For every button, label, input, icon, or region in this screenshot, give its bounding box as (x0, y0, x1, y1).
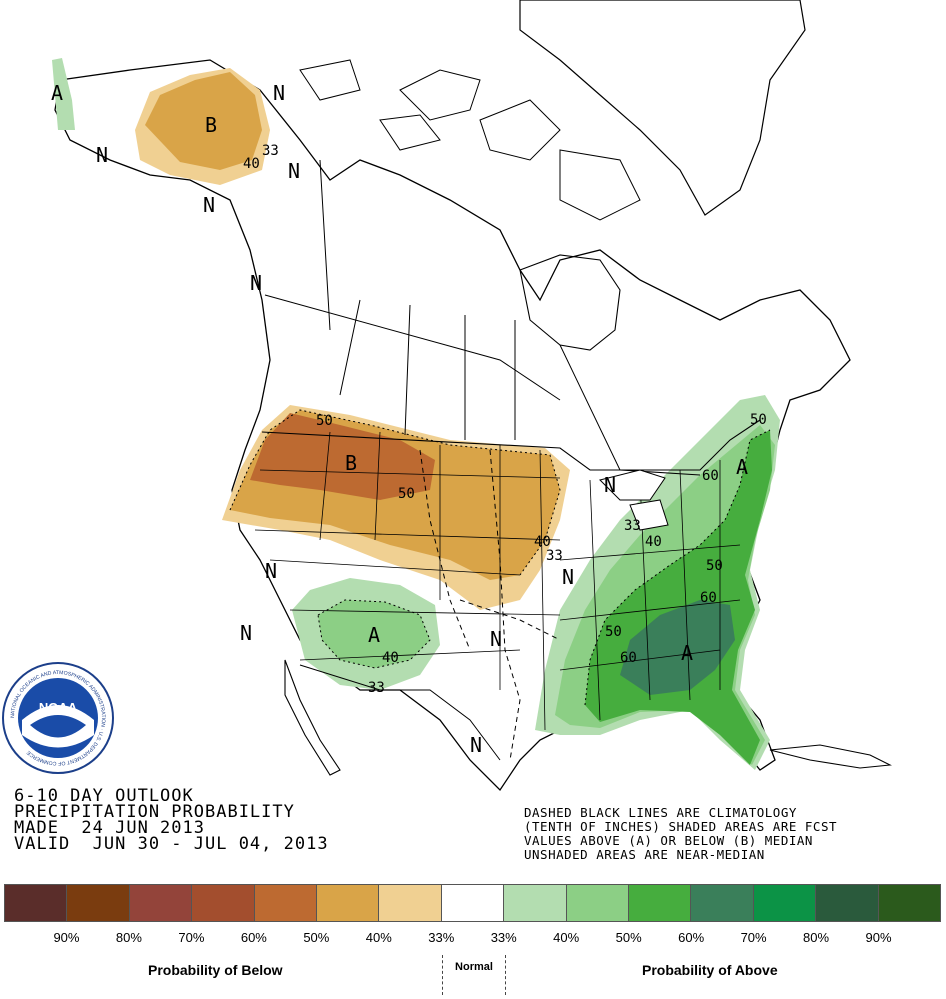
label-a-alaska-west: A (51, 81, 63, 105)
legend-swatch-11 (629, 885, 692, 921)
noaa-logo: NOAA NATIONAL OCEANIC AND ATMOSPHERIC AD… (2, 662, 114, 774)
label-a-northeast: A (736, 455, 748, 479)
legend-percent-row: 90% 80% 70% 60% 50% 40% 33% 33% 40% 50% 60% 70% 80% 9… (4, 930, 941, 946)
legend-swatch-8 (441, 885, 505, 921)
contour-dotted (229, 409, 771, 706)
legend-swatch-4 (192, 885, 255, 921)
label-a-southwest: A (368, 623, 380, 647)
legend-swatch-5 (254, 885, 318, 921)
contour-label-50-se: 50 (605, 624, 622, 640)
label-n-8: N (490, 627, 502, 651)
contour-label-33-alaska: 33 (262, 143, 279, 159)
title-line-1: 6-10 DAY OUTLOOK (14, 786, 194, 806)
legend-percent-label: 40% (365, 930, 392, 945)
precipitation-outlook-map: B B A A A A N N N N N N N N N N N 33 40 … (2, 0, 892, 792)
baja-peninsula (284, 659, 341, 776)
contour-label-33-plains: 33 (546, 548, 563, 564)
legend-percent-label: 60% (678, 930, 705, 945)
province-borders (264, 159, 701, 476)
contour-label-33-sw: 33 (368, 680, 385, 696)
contour-label-60-ne: 60 (702, 468, 719, 484)
map-notes: DASHED BLACK LINES ARE CLIMATOLOGY (TENTH… (524, 806, 837, 862)
legend-percent-label: 90% (865, 930, 892, 945)
legend-swatch-13 (753, 885, 817, 921)
noaa-logo-text: NOAA (39, 700, 78, 715)
label-a-southeast: A (681, 641, 693, 665)
title-line-4: VALID JUN 30 - JUL 04, 2013 (14, 834, 329, 854)
greenland-outline (519, 0, 806, 216)
legend-percent-label: 33% (490, 930, 517, 945)
label-n-1: N (273, 81, 285, 105)
label-n-9: N (562, 565, 574, 589)
climatology-lines (419, 449, 561, 761)
mexico-border (299, 664, 501, 761)
legend-percent-label: 33% (428, 930, 455, 945)
legend-swatch-10 (566, 885, 630, 921)
legend-percent-label: 70% (740, 930, 767, 945)
cuba (769, 744, 892, 769)
legend-percent-label: 40% (553, 930, 580, 945)
legend-percent-label: 80% (803, 930, 830, 945)
legend-swatch-15 (878, 885, 941, 921)
label-n-3: N (288, 159, 300, 183)
label-n-6: N (265, 559, 277, 583)
below-caption: Probability of Below (148, 962, 283, 978)
outlook-title: 6-10 DAY OUTLOOK PRECIPITATION PROBABILIT… (14, 786, 329, 854)
contour-label-40-sw: 40 (382, 650, 399, 666)
label-n-11: N (470, 733, 482, 757)
note-line-2: (TENTH OF INCHES) SHADED AREAS ARE FCST (524, 819, 837, 834)
contour-label-60-east: 60 (700, 590, 717, 606)
below-50-area (250, 413, 435, 500)
label-n-10: N (604, 473, 616, 497)
legend-swatch-9 (504, 885, 567, 921)
legend-swatch-12 (691, 885, 754, 921)
arctic-islands (299, 59, 641, 221)
sw-above-40 (318, 600, 430, 668)
legend-percent-label: 80% (115, 930, 142, 945)
legend-percent-label: 50% (615, 930, 642, 945)
note-line-4: UNSHADED AREAS ARE NEAR-MEDIAN (524, 847, 765, 862)
normal-caption: Normal (442, 955, 506, 995)
label-n-4: N (203, 193, 215, 217)
legend-swatch-6 (317, 885, 380, 921)
contour-label-40-east: 40 (645, 534, 662, 550)
title-line-2: PRECIPITATION PROBABILITY (14, 802, 295, 822)
great-lakes (599, 469, 669, 531)
legend-swatch-14 (816, 885, 879, 921)
legend-percent-label: 50% (303, 930, 330, 945)
color-legend (4, 884, 941, 922)
alaska-below-40 (145, 72, 262, 170)
label-b-northwest: B (345, 451, 357, 475)
alaska-above-33 (52, 58, 75, 130)
above-caption: Probability of Above (642, 962, 778, 978)
label-b-alaska: B (205, 113, 217, 137)
legend-percent-label: 90% (53, 930, 80, 945)
contour-label-50-east: 50 (706, 558, 723, 574)
legend-swatch-7 (379, 885, 442, 921)
note-line-1: DASHED BLACK LINES ARE CLIMATOLOGY (524, 805, 797, 820)
contour-label-33-east: 33 (624, 518, 641, 534)
legend-percent-label: 60% (240, 930, 267, 945)
legend-swatch-3 (129, 885, 193, 921)
contour-label-50-plains: 50 (398, 486, 415, 502)
contour-label-60-se: 60 (620, 650, 637, 666)
note-line-3: VALUES ABOVE (A) OR BELOW (B) MEDIAN (524, 833, 813, 848)
legend-swatch-1 (5, 885, 68, 921)
contour-label-40-alaska: 40 (243, 156, 260, 172)
label-n-2: N (96, 143, 108, 167)
continent-outline (54, 59, 851, 792)
contour-label-50-ne: 50 (750, 412, 767, 428)
state-borders (254, 431, 741, 731)
hudson-bay (519, 254, 621, 351)
contour-label-50-nw: 50 (316, 413, 333, 429)
label-n-7: N (240, 621, 252, 645)
legend-percent-label: 70% (178, 930, 205, 945)
title-line-3: MADE 24 JUN 2013 (14, 818, 205, 838)
legend-swatch-2 (67, 885, 130, 921)
label-n-5: N (250, 271, 262, 295)
contour-label-40-plains: 40 (534, 534, 551, 550)
